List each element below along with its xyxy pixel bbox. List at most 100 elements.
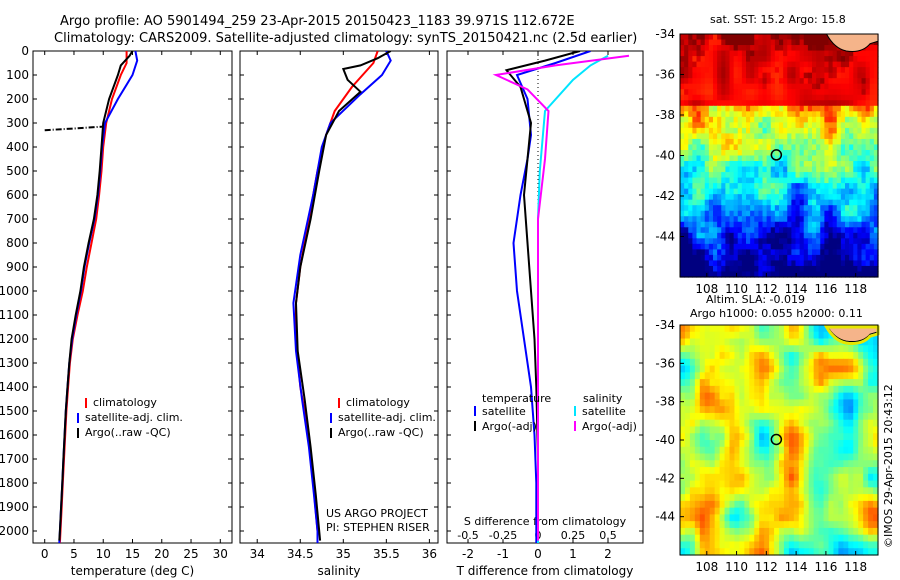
x-tick-label: 116	[814, 560, 837, 574]
x-tick-label: 34	[250, 547, 265, 561]
y-tick-label: 1700	[0, 452, 29, 466]
legend-t-argo: Argo(-adj)	[482, 420, 537, 433]
x-tick-label: 116	[814, 282, 837, 296]
y-tick-label: -34	[655, 318, 675, 332]
x-tick-label: 112	[755, 560, 778, 574]
x-tick-label: 110	[725, 560, 748, 574]
y-tick-label: 1100	[0, 308, 29, 322]
credit-project: US ARGO PROJECT	[326, 507, 428, 520]
argo-raw-qc--line	[294, 51, 392, 541]
argo-adj--line	[504, 51, 581, 541]
y-tick-label: -34	[655, 27, 675, 41]
y-tick-label: 100	[6, 68, 29, 82]
legend-s-argo: Argo(-adj)	[582, 420, 637, 433]
y-tick-label: -40	[655, 433, 675, 447]
s-tick-label: 0.5	[599, 529, 617, 542]
y-tick-label: -40	[655, 149, 675, 163]
y-tick-label: 1500	[0, 404, 29, 418]
y-tick-label: 1000	[0, 284, 29, 298]
x-tick-label: 36	[422, 547, 437, 561]
sst-map: sat. SST: 15.2 Argo: 15.8 108 110 112 114 11…	[655, 13, 879, 296]
x-tick-label: 0	[41, 547, 49, 561]
argo-adj--line	[492, 54, 630, 541]
legend-temperature-title: temperature	[482, 392, 551, 405]
legend-climatology: climatology	[346, 396, 410, 409]
satellite-line	[512, 51, 591, 543]
header-line1: Argo profile: AO 5901494_259 23-Apr-2015…	[60, 14, 575, 29]
x-tick-label: 5	[70, 547, 78, 561]
legend-satellite: satellite-adj. clim.	[338, 411, 436, 424]
climatology-line	[58, 51, 128, 543]
y-tick-label: 400	[6, 140, 29, 154]
salinity-frame	[239, 50, 439, 544]
y-tick-label: 200	[6, 92, 29, 106]
credit-pi: PI: STEPHEN RISER	[326, 521, 430, 534]
legend-salinity-title: salinity	[583, 392, 623, 405]
y-tick-label: 1900	[0, 500, 29, 514]
y-tick-label: -42	[655, 189, 675, 203]
sst-field	[680, 34, 879, 278]
x-tick-label: 25	[183, 547, 198, 561]
imos-stamp: ©IMOS 29-Apr-2015 20:43:12	[882, 384, 895, 548]
x-tick-label: 108	[695, 560, 718, 574]
salinity-xlabel: salinity	[317, 564, 360, 578]
y-tick-label: -38	[655, 395, 675, 409]
temperature-legend: climatology satellite-adj. clim. Argo(..…	[77, 396, 183, 439]
sst-map-title: sat. SST: 15.2 Argo: 15.8	[710, 13, 846, 26]
x-tick-label: 0	[534, 547, 542, 561]
s-tick-label: -0.25	[489, 529, 517, 542]
x-tick-label: 30	[213, 547, 228, 561]
x-tick-label: 114	[785, 282, 808, 296]
satellite-adj-clim--line	[292, 51, 392, 543]
header-line2: Climatology: CARS2009. Satellite-adjuste…	[54, 31, 637, 46]
salinity-legend: climatology satellite-adj. clim. Argo(..…	[326, 396, 436, 534]
sla-map-title1: Altim. SLA: -0.019	[706, 293, 805, 306]
y-tick-label: 500	[6, 164, 29, 178]
y-tick-label: 2000	[0, 524, 29, 538]
difference-legend: temperature satellite Argo(-adj) salinit…	[474, 392, 637, 433]
x-tick-label: 1	[569, 547, 577, 561]
y-tick-label: 900	[6, 260, 29, 274]
difference-xlabel: T difference from climatology	[456, 564, 634, 578]
sla-map: Altim. SLA: -0.019 Argo h1000: 0.055 h20…	[655, 293, 880, 574]
y-tick-label: 1200	[0, 332, 29, 346]
legend-t-satellite: satellite	[482, 405, 526, 418]
x-tick-label: 118	[844, 560, 867, 574]
legend-argo: Argo(..raw -QC)	[85, 426, 171, 439]
y-tick-label: -42	[655, 471, 675, 485]
legend-s-satellite: satellite	[582, 405, 626, 418]
temperature-xlabel: temperature (deg C)	[71, 564, 194, 578]
y-tick-label: 1300	[0, 356, 29, 370]
y-tick-label: 600	[6, 188, 29, 202]
y-tick-label: 700	[6, 212, 29, 226]
y-tick-label: 1400	[0, 380, 29, 394]
satellite-adj-clim--line	[58, 51, 139, 543]
argo-location-marker	[770, 433, 783, 446]
salinity-panel: 34 34.5 35 35.5 36 salinity	[239, 50, 439, 578]
x-tick-label: 34.5	[287, 547, 314, 561]
y-tick-label: -44	[655, 510, 675, 524]
x-tick-label: -1	[497, 547, 509, 561]
difference-frame	[446, 50, 644, 544]
coast-contour	[823, 325, 880, 346]
series-line	[44, 125, 104, 132]
x-tick-label: 110	[725, 282, 748, 296]
s-tick-label: -0.5	[457, 529, 478, 542]
x-tick-label: 2	[604, 547, 612, 561]
legend-satellite: satellite-adj. clim.	[85, 411, 183, 424]
x-tick-label: 20	[154, 547, 169, 561]
sla-field	[680, 325, 879, 556]
land	[825, 33, 879, 52]
s-axis-label: S difference from climatology	[464, 515, 627, 528]
y-tick-label: 1600	[0, 428, 29, 442]
y-tick-label: 300	[6, 116, 29, 130]
y-tick-label: -44	[655, 230, 675, 244]
y-tick-label: -36	[655, 356, 675, 370]
sla-map-title2: Argo h1000: 0.055 h2000: 0.11	[690, 307, 863, 320]
y-tick-label: -38	[655, 108, 675, 122]
temperature-panel: 0100200300400500600700800900100011001200…	[0, 44, 233, 578]
x-tick-label: 108	[695, 282, 718, 296]
x-tick-label: -2	[462, 547, 474, 561]
